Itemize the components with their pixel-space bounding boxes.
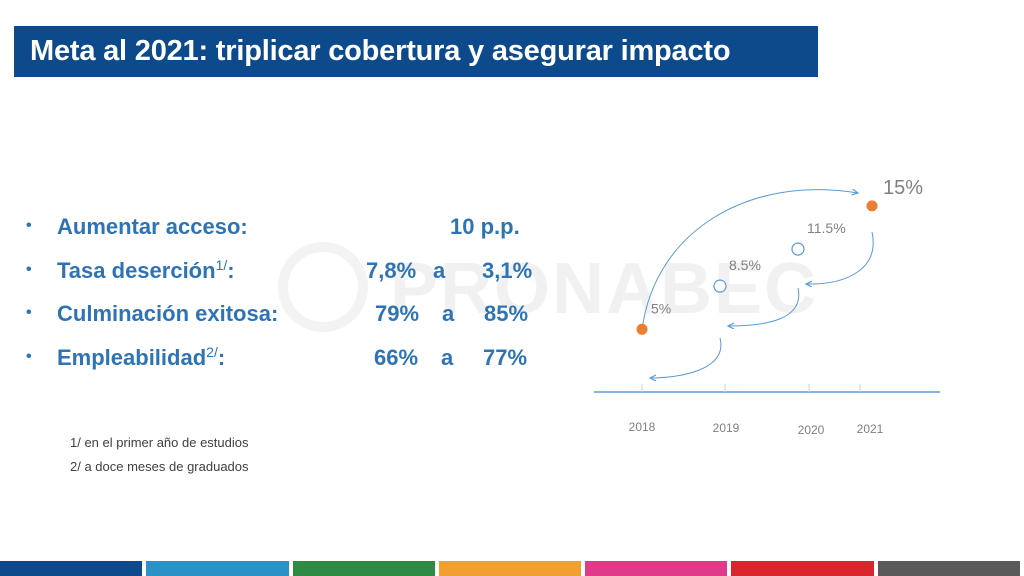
watermark-text: PRONABEC — [390, 249, 819, 329]
footnote-ref: 1/ — [215, 256, 228, 273]
data-point-2020 — [791, 242, 805, 256]
stripe-segment — [731, 561, 874, 576]
globe-logo-icon — [278, 242, 368, 332]
stripe-segment — [438, 561, 582, 576]
title-bar: Meta al 2021: triplicar cobertura y aseg… — [14, 26, 818, 77]
goal-label: Tasa deserción1/: — [57, 256, 235, 283]
growth-arc-arrow — [641, 190, 858, 331]
year-tick-label: 2021 — [857, 422, 884, 436]
year-tick-label: 2018 — [629, 420, 656, 434]
footnote-ref: 2/ — [206, 343, 218, 360]
goal-completion: • Culminación exitosa: 79% a 85% — [26, 297, 566, 341]
goal-target: 85% — [484, 301, 529, 326]
goal-connector: a — [441, 344, 454, 370]
goal-label: Culminación exitosa: — [57, 301, 279, 326]
coverage-timeline-chart: 2018 2019 2020 2021 5% 8.5% 11.5% 15% — [594, 177, 940, 437]
stripe-segment — [0, 561, 143, 576]
goal-employability: • Empleabilidad2/: 66% a 77% — [26, 341, 566, 385]
data-point-2018 — [636, 323, 648, 335]
step-arrow-2021 — [806, 231, 874, 284]
footnote-2: 2/ a doce meses de graduados — [70, 459, 249, 474]
bullet-icon: • — [26, 304, 32, 321]
goal-label: Aumentar acceso: — [57, 214, 248, 239]
goal-target: 77% — [483, 344, 528, 370]
goals-list: • Aumentar acceso: 10 p.p. • Tasa deserc… — [26, 210, 566, 384]
step-arrow-2020 — [728, 287, 800, 326]
data-label-2019: 8.5% — [729, 257, 761, 273]
stripe-segment — [877, 561, 1020, 576]
data-point-2021 — [866, 200, 878, 212]
data-point-2019 — [713, 279, 727, 293]
color-stripe-footer — [0, 561, 1024, 576]
goal-label: Empleabilidad2/: — [57, 343, 226, 370]
goal-from: 79% — [375, 301, 420, 326]
data-label-2018: 5% — [651, 300, 671, 316]
footnotes: 1/ en el primer año de estudios 2/ a doc… — [70, 435, 249, 483]
goal-target: 10 p.p. — [450, 214, 520, 239]
goal-connector: a — [433, 257, 446, 283]
goal-from: 66% — [374, 344, 419, 370]
page-title: Meta al 2021: triplicar cobertura y aseg… — [30, 35, 731, 67]
goal-connector: a — [442, 301, 455, 326]
pronabec-watermark: PRONABEC — [278, 238, 816, 348]
data-label-2020: 11.5% — [807, 220, 846, 236]
goal-access: • Aumentar acceso: 10 p.p. — [26, 210, 566, 254]
goal-target: 3,1% — [482, 257, 533, 283]
stripe-segment — [146, 561, 289, 576]
data-label-2021: 15% — [883, 177, 923, 199]
footnote-1: 1/ en el primer año de estudios — [70, 435, 249, 450]
goal-from: 7,8% — [366, 257, 417, 283]
year-tick-label: 2019 — [713, 421, 740, 435]
bullet-icon: • — [26, 217, 32, 234]
goal-dropout: • Tasa deserción1/: 7,8% a 3,1% — [26, 254, 566, 298]
year-tick-label: 2020 — [798, 423, 825, 437]
stripe-segment — [292, 561, 435, 576]
step-arrow-2019 — [650, 337, 722, 378]
bullet-icon: • — [26, 260, 32, 278]
bullet-icon: • — [26, 347, 32, 365]
stripe-segment — [585, 561, 728, 576]
